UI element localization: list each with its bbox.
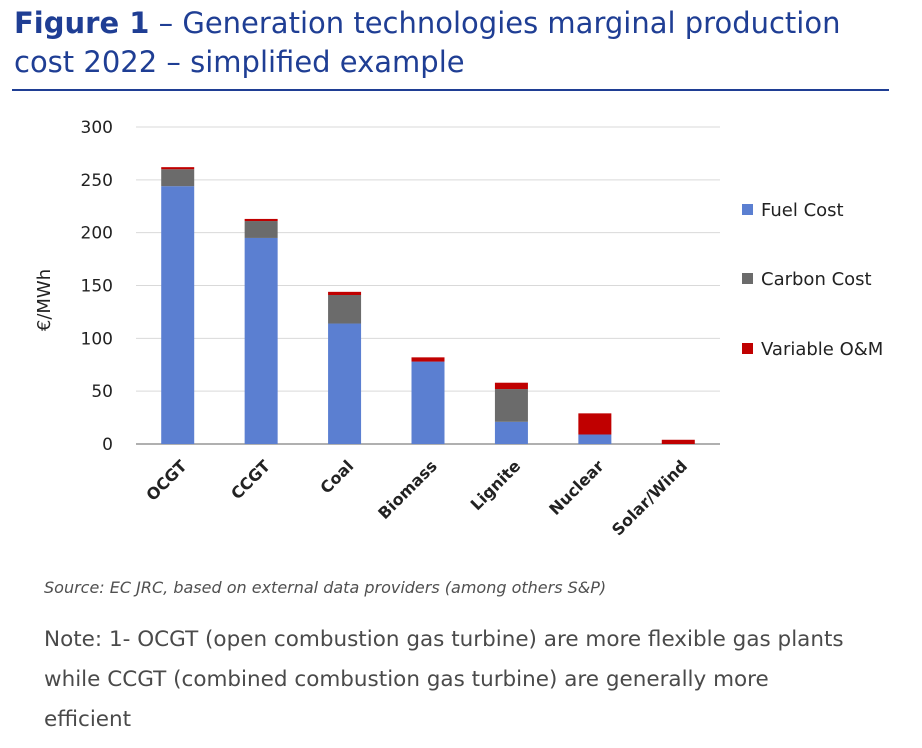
legend: Fuel Cost Carbon Cost Variable O&M — [742, 200, 883, 360]
figure-title: Figure 1 – Generation technologies margi… — [14, 4, 894, 82]
legend-label: Fuel Cost — [761, 200, 844, 221]
y-tick-label: 0 — [102, 435, 113, 455]
bar-segment — [661, 439, 695, 444]
y-tick-label: 150 — [81, 277, 113, 297]
bar-segment — [494, 382, 528, 390]
category-label: Nuclear — [545, 456, 608, 519]
title-rule — [12, 89, 889, 91]
figure-title-text: – Generation technologies marginal produ… — [14, 6, 841, 79]
bar-segment — [494, 421, 528, 444]
legend-swatch — [742, 343, 753, 354]
legend-label: Carbon Cost — [761, 269, 872, 290]
category-labels: OCGT CCGT Coal Biomass Lignite Nuclear Solar/W… — [142, 456, 691, 539]
y-axis-label: €/MWh — [34, 269, 55, 331]
y-tick-label: 100 — [81, 329, 113, 349]
category-label: Coal — [316, 456, 357, 497]
bar-segment — [411, 357, 445, 362]
bar-segment — [411, 361, 445, 444]
y-tick-label: 300 — [81, 118, 113, 138]
y-tick-label: 200 — [81, 224, 113, 244]
bar-segment — [161, 186, 195, 444]
footnote: Note: 1- OCGT (open combustion gas turbi… — [44, 627, 844, 732]
bar-segment — [578, 413, 612, 435]
y-tick-labels: 0 50 100 150 200 250 300 — [81, 118, 113, 455]
bar-segment — [578, 434, 612, 444]
category-label: Biomass — [374, 456, 441, 523]
category-label: Lignite — [467, 456, 525, 514]
legend-label: Variable O&M — [761, 339, 883, 360]
bar-segment — [244, 237, 278, 444]
stacked-bar-chart: 0 50 100 150 200 250 300 OCGT CCGT Coal Biomass Li… — [34, 118, 883, 539]
y-tick-label: 250 — [81, 171, 113, 191]
legend-swatch — [742, 273, 753, 284]
y-tick-label: 50 — [91, 382, 113, 402]
bar-segment — [328, 291, 362, 296]
source-note: Source: EC JRC, based on external data p… — [44, 578, 607, 597]
bars — [161, 167, 695, 444]
bar-segment — [328, 295, 362, 324]
bar-segment — [244, 221, 278, 238]
category-label: CCGT — [227, 456, 274, 503]
category-label: Solar/Wind — [608, 456, 691, 539]
figure-number: Figure 1 — [14, 6, 150, 40]
legend-swatch — [742, 204, 753, 215]
bar-segment — [161, 169, 195, 187]
bar-segment — [494, 389, 528, 422]
bar-segment — [328, 323, 362, 444]
bar-segment — [161, 167, 195, 170]
bar-segment — [244, 218, 278, 222]
category-label: OCGT — [142, 456, 190, 504]
